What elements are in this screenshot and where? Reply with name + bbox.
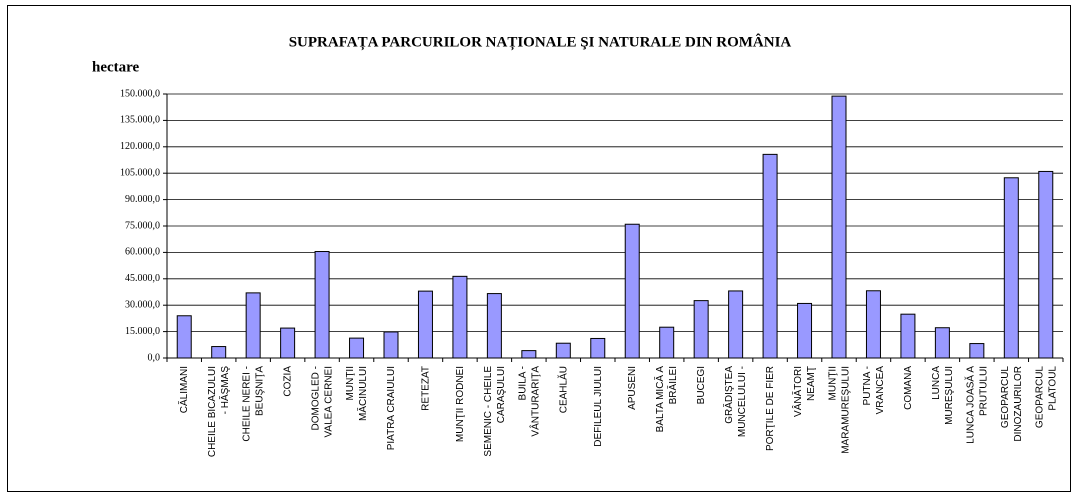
bar — [590, 337, 606, 359]
bar — [900, 313, 916, 359]
bar — [486, 293, 502, 359]
bar — [762, 153, 778, 359]
bar — [349, 337, 365, 359]
bar — [555, 342, 571, 359]
x-tick-label: DOMOGLED - VALEA CERNEI — [310, 366, 334, 438]
x-tick-label: DEFILEUL JIULUI — [592, 366, 603, 447]
x-tick-label: GRĂDIŞTEA MUNCELULUI - — [722, 366, 748, 437]
x-tick-label: CĂLIMANI — [177, 366, 190, 413]
x-tick-label: APUSENI — [627, 366, 638, 410]
y-tick-label: 15.000,0 — [125, 326, 160, 337]
x-tick-label: PORŢILE DE FIER — [765, 366, 776, 451]
y-tick-label: 45.000,0 — [125, 273, 160, 284]
bar — [521, 350, 537, 359]
x-tick-label: PUTNA - VRANCEA — [862, 366, 886, 415]
x-tick-label: CHEILE BICAZULUI - HĂŞMAŞ — [207, 366, 231, 457]
x-tick-label: LUNCA MUREŞULUI — [931, 366, 955, 425]
y-tick-label: 120.000,0 — [120, 141, 160, 152]
bar — [659, 326, 675, 359]
bar — [865, 290, 881, 359]
x-tick-label: MUNŢII RODNEI — [455, 366, 466, 442]
bar — [1038, 170, 1054, 359]
y-tick-label: 90.000,0 — [125, 194, 160, 205]
y-tick-label: 30.000,0 — [125, 299, 160, 310]
bar — [211, 346, 227, 359]
bar — [831, 95, 847, 359]
y-tick-label: 0,0 — [148, 352, 161, 363]
x-tick-label: PIATRA CRAIULUI — [386, 366, 397, 450]
bar — [1003, 177, 1019, 359]
bar — [176, 315, 192, 359]
x-tick-label: VÂNĂTORI NEAMŢ — [791, 366, 817, 417]
x-tick-label: LUNCA JOASĂ A PRUTULUI — [963, 366, 989, 444]
bar — [452, 275, 468, 359]
x-tick-label: BUCEGI — [696, 366, 707, 404]
x-tick-label: GEOPARCUL DINOZAURILOR — [999, 366, 1023, 442]
bar — [969, 343, 985, 359]
x-tick-label: COMANA — [903, 366, 914, 410]
y-tick-label: 105.000,0 — [120, 167, 160, 178]
x-tick-label: COZIA — [282, 366, 293, 397]
x-tick-label: MUNŢII MĂCINULUI — [345, 366, 369, 421]
x-tick-label: CEAHLĂU — [556, 366, 569, 413]
x-tick-label: GEOPARCUL PLATOUL — [1034, 366, 1058, 428]
bar — [728, 290, 744, 359]
x-tick-label: SEMENIC - CHEILE CARAŞULUI — [483, 366, 507, 457]
bar — [314, 251, 330, 359]
bar — [693, 300, 709, 359]
bar — [383, 331, 399, 359]
chart-title: SUPRAFAȚA PARCURILOR NAȚIONALE ŞI NATURA… — [289, 33, 792, 50]
x-tick-label: RETEZAT — [420, 366, 431, 411]
y-tick-label: 75.000,0 — [125, 220, 160, 231]
bar — [280, 327, 296, 359]
x-tick-label: BALTA MICĂ A BRĂILEI — [653, 366, 679, 433]
y-axis-label: hectare — [92, 59, 140, 75]
x-tick-label: MUNŢII MARAMUREŞULUI — [827, 366, 851, 454]
bar — [797, 302, 813, 359]
bar — [624, 223, 640, 359]
y-tick-label: 60.000,0 — [125, 247, 160, 258]
y-tick-label: 150.000,0 — [120, 88, 160, 99]
bar — [934, 327, 950, 359]
x-tick-label: BUILA - VÂNTURARIŢA — [517, 366, 541, 437]
x-tick-label: CHEILE NEREI - BEUŞNIŢA — [241, 366, 265, 442]
chart-frame — [7, 5, 1071, 492]
bar — [245, 292, 261, 359]
y-tick-label: 135.000,0 — [120, 115, 160, 126]
bar — [417, 290, 433, 359]
